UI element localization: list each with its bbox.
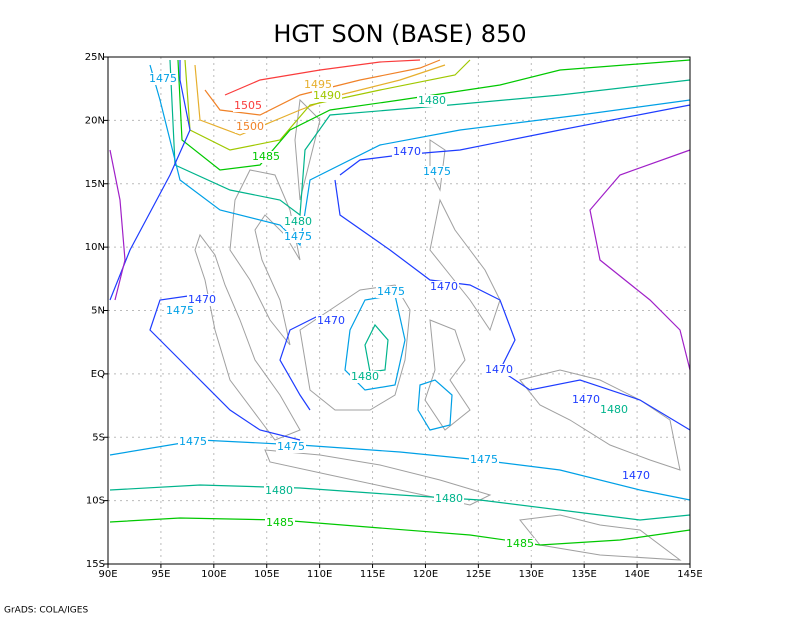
contour-label-bg: [599, 404, 629, 416]
contour-label-bg: [417, 95, 447, 107]
contour-label-bg: [251, 151, 281, 163]
contour-label: 1480: [284, 215, 312, 228]
contour-label: 1485: [266, 516, 294, 529]
contour-label-bg: [303, 79, 333, 91]
contour-label: 1485: [506, 537, 534, 550]
contour-label: 1470: [430, 280, 458, 293]
contour-label: 1475: [423, 165, 451, 178]
contour-label: 1470: [393, 145, 421, 158]
title: HGT SON (BASE) 850: [273, 20, 526, 48]
y-tick-label: 10N: [85, 242, 105, 253]
contour-label: 1475: [470, 453, 498, 466]
y-tick-label: EQ: [91, 369, 105, 380]
y-tick-label: 15S: [86, 559, 105, 570]
x-tick-label: 95E: [151, 569, 170, 580]
contour-label: 1480: [600, 403, 628, 416]
contour-label: 1470: [485, 363, 513, 376]
contour-label-bg: [469, 454, 499, 466]
contour-label-bg: [187, 294, 217, 306]
contour-label: 1475: [179, 435, 207, 448]
contour-label-bg: [392, 146, 422, 158]
contour-label-bg: [571, 394, 601, 406]
contour-label-bg: [283, 231, 313, 243]
contour-label: 1500: [236, 120, 264, 133]
contour-label: 1475: [277, 440, 305, 453]
contour-label: 1470: [622, 469, 650, 482]
x-tick-label: 130E: [519, 569, 544, 580]
contour-label: 1475: [284, 230, 312, 243]
contour-label: 1480: [435, 492, 463, 505]
contour-label-bg: [316, 315, 346, 327]
y-tick-label: 5N: [91, 306, 105, 317]
contour-label: 1475: [149, 72, 177, 85]
x-tick-label: 140E: [624, 569, 649, 580]
contour-label: 1480: [351, 370, 379, 383]
contour-label: 1470: [188, 293, 216, 306]
contour-label-bg: [505, 538, 535, 550]
contour-label-bg: [264, 485, 294, 497]
contour-label: 1470: [317, 314, 345, 327]
contour-label-bg: [148, 73, 178, 85]
contour-label-bg: [376, 286, 406, 298]
contour-label-bg: [434, 493, 464, 505]
contour-label-bg: [178, 436, 208, 448]
contour-label: 1475: [166, 304, 194, 317]
contour-label-bg: [429, 281, 459, 293]
x-tick-label: 135E: [571, 569, 596, 580]
x-tick-label: 110E: [307, 569, 332, 580]
y-tick-label: 15N: [85, 179, 105, 190]
x-tick-label: 125E: [466, 569, 491, 580]
contour-label: 1470: [572, 393, 600, 406]
contour-label: 1485: [252, 150, 280, 163]
contour-label: 1490: [313, 89, 341, 102]
plot-frame: [107, 56, 691, 565]
x-tick-label: 100E: [201, 569, 226, 580]
x-tick-label: 105E: [254, 569, 279, 580]
contour-label: 1480: [418, 94, 446, 107]
contour-label-bg: [276, 441, 306, 453]
contour-label-bg: [265, 517, 295, 529]
footer: GrADS: COLA/IGES: [4, 606, 88, 616]
y-tick-label: 20N: [85, 115, 105, 126]
x-tick-label: 115E: [360, 569, 385, 580]
contour-label-bg: [283, 216, 313, 228]
contour-label: 1480: [265, 484, 293, 497]
contour-label-bg: [235, 121, 265, 133]
contour-label-bg: [312, 90, 342, 102]
contour-label-bg: [350, 371, 380, 383]
contour-label: 1475: [377, 285, 405, 298]
y-tick-label: 25N: [85, 52, 105, 63]
contours: [109, 59, 691, 546]
y-tick-label: 5S: [92, 432, 105, 443]
x-tick-label: 90E: [98, 569, 117, 580]
x-tick-label: 145E: [677, 569, 702, 580]
contour-label: 1505: [234, 99, 262, 112]
contour-label-bg: [484, 364, 514, 376]
contour-label-bg: [165, 305, 195, 317]
contour-label: 1495: [304, 78, 332, 91]
x-tick-label: 120E: [413, 569, 438, 580]
contour-label-bg: [233, 100, 263, 112]
contour-label-bg: [422, 166, 452, 178]
y-tick-label: 10S: [86, 496, 105, 507]
contour-label-bg: [621, 470, 651, 482]
